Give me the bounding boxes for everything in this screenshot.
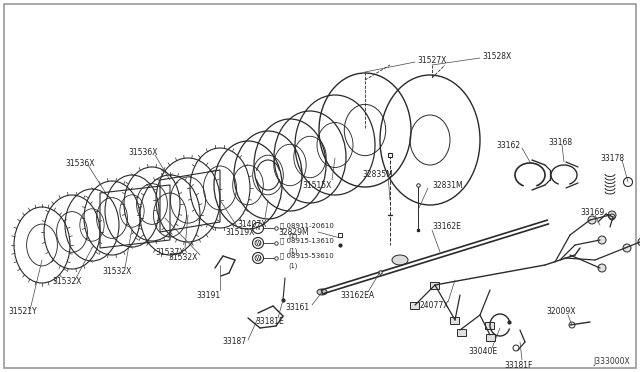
Bar bbox=[410, 301, 419, 308]
Text: 33181F: 33181F bbox=[504, 360, 532, 369]
Circle shape bbox=[623, 244, 631, 252]
Text: 33040E: 33040E bbox=[468, 347, 497, 356]
Text: W: W bbox=[255, 256, 260, 260]
Text: 33161: 33161 bbox=[285, 304, 309, 312]
Text: 31532X: 31532X bbox=[52, 278, 81, 286]
Text: W: W bbox=[255, 241, 260, 246]
Text: 31536X: 31536X bbox=[128, 148, 157, 157]
Text: 32009X: 32009X bbox=[546, 308, 575, 317]
Text: 33178: 33178 bbox=[600, 154, 624, 163]
Text: J333000X: J333000X bbox=[593, 357, 630, 366]
Text: 33187: 33187 bbox=[222, 337, 246, 346]
Text: 31527X: 31527X bbox=[417, 55, 446, 64]
Text: 24077X: 24077X bbox=[420, 301, 449, 310]
Bar bbox=[486, 334, 495, 340]
Text: 31515X: 31515X bbox=[302, 180, 332, 189]
Circle shape bbox=[598, 236, 606, 244]
Circle shape bbox=[608, 211, 616, 219]
Text: 32829M: 32829M bbox=[278, 228, 308, 237]
Text: 33169: 33169 bbox=[580, 208, 604, 217]
Text: 33162E: 33162E bbox=[432, 221, 461, 231]
Text: 33162EA: 33162EA bbox=[340, 291, 374, 299]
Text: 33162: 33162 bbox=[496, 141, 520, 150]
Text: N: N bbox=[256, 225, 260, 231]
Text: Ⓝ 08911-20610: Ⓝ 08911-20610 bbox=[280, 223, 334, 229]
Text: 31532X: 31532X bbox=[168, 253, 197, 263]
Text: 31528X: 31528X bbox=[482, 51, 511, 61]
Circle shape bbox=[638, 238, 640, 246]
Text: 31521Y: 31521Y bbox=[8, 308, 36, 317]
Circle shape bbox=[588, 216, 596, 224]
Text: Ⓦ 08915-53610: Ⓦ 08915-53610 bbox=[280, 253, 333, 259]
Bar bbox=[431, 282, 440, 289]
Text: 32835M: 32835M bbox=[362, 170, 393, 179]
Circle shape bbox=[598, 264, 606, 272]
Ellipse shape bbox=[392, 255, 408, 265]
Bar bbox=[451, 317, 460, 324]
Text: (1): (1) bbox=[288, 248, 298, 254]
Text: 31532X: 31532X bbox=[102, 267, 131, 276]
Text: 33191: 33191 bbox=[196, 291, 220, 299]
Text: 33181E: 33181E bbox=[255, 317, 284, 327]
Text: 31536X: 31536X bbox=[65, 158, 95, 167]
Text: (1): (1) bbox=[288, 263, 298, 269]
Text: 32831M: 32831M bbox=[432, 180, 463, 189]
Bar bbox=[458, 328, 467, 336]
Text: 31519X: 31519X bbox=[225, 228, 254, 237]
Bar bbox=[486, 321, 495, 328]
Text: Ⓦ 08915-13610: Ⓦ 08915-13610 bbox=[280, 238, 334, 244]
Text: 33168: 33168 bbox=[548, 138, 572, 147]
Ellipse shape bbox=[317, 289, 327, 295]
Text: (1): (1) bbox=[288, 233, 298, 239]
Text: 31407X: 31407X bbox=[237, 219, 266, 228]
Text: 31537X: 31537X bbox=[155, 247, 184, 257]
